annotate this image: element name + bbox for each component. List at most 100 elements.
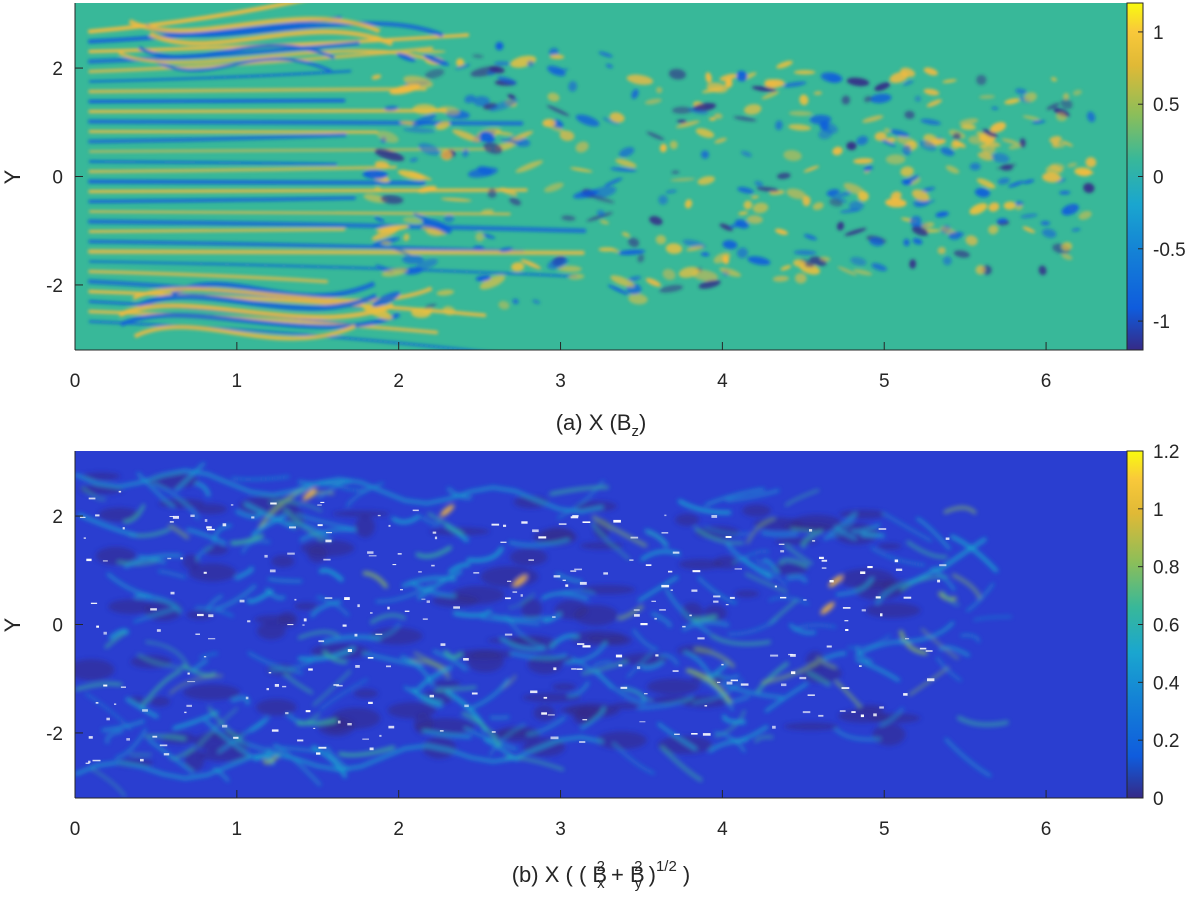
field-blob bbox=[777, 172, 791, 180]
field-filament bbox=[567, 681, 590, 698]
field-patch bbox=[387, 702, 436, 719]
field-speck bbox=[620, 686, 628, 689]
field-blob bbox=[952, 140, 966, 148]
field-blob bbox=[935, 211, 949, 218]
field-blob bbox=[383, 105, 399, 111]
field-speck bbox=[639, 721, 646, 723]
field-blob bbox=[626, 276, 641, 282]
field-filament bbox=[409, 581, 457, 598]
field-filament bbox=[637, 696, 694, 710]
field-speck bbox=[689, 614, 692, 617]
field-speck bbox=[103, 684, 108, 687]
field-speck bbox=[106, 717, 110, 721]
field-filament bbox=[145, 641, 189, 666]
field-filament bbox=[453, 609, 492, 618]
field-filament bbox=[427, 512, 464, 536]
field-speck bbox=[780, 596, 787, 599]
field-blob bbox=[464, 94, 476, 104]
field-blob bbox=[403, 233, 410, 242]
field-blob bbox=[976, 74, 987, 86]
field-blob bbox=[1083, 182, 1095, 194]
field-blob bbox=[921, 222, 935, 229]
field-blob bbox=[756, 186, 779, 192]
field-filament bbox=[338, 745, 395, 757]
field-blob bbox=[786, 188, 807, 200]
field-blob bbox=[686, 245, 704, 252]
field-filament bbox=[882, 512, 933, 542]
field-filament bbox=[325, 746, 350, 771]
field-blob bbox=[403, 127, 436, 133]
field-patch bbox=[278, 611, 298, 628]
field-blob bbox=[475, 275, 492, 282]
field-blob bbox=[1061, 241, 1073, 251]
field-speck bbox=[251, 516, 255, 519]
field-speck bbox=[630, 536, 639, 539]
field-blob bbox=[969, 162, 981, 171]
field-speck bbox=[674, 733, 680, 735]
field-filament bbox=[510, 652, 567, 660]
field-filament bbox=[591, 522, 630, 560]
field-blob bbox=[665, 189, 677, 194]
field-speck bbox=[239, 599, 245, 603]
field-blob bbox=[440, 197, 472, 202]
field-streak bbox=[88, 260, 578, 278]
field-blob bbox=[374, 216, 385, 223]
field-speck bbox=[421, 598, 426, 600]
field-blob bbox=[780, 264, 792, 271]
field-blob bbox=[837, 191, 851, 197]
field-filament bbox=[85, 692, 132, 731]
x-axis-title-a: (a) X (Bz) bbox=[556, 410, 647, 440]
field-blob bbox=[559, 130, 575, 141]
field-speck bbox=[431, 564, 435, 567]
field-blob bbox=[371, 74, 382, 80]
field-filament bbox=[714, 731, 746, 753]
field-speck bbox=[772, 725, 776, 729]
field-blob bbox=[1062, 93, 1070, 100]
field-filament bbox=[480, 616, 541, 626]
field-speck bbox=[187, 681, 196, 683]
field-filament bbox=[941, 591, 960, 606]
field-blob bbox=[479, 131, 495, 143]
field-filament bbox=[879, 707, 904, 727]
colorbar-tick-label: 0 bbox=[1153, 789, 1164, 810]
field-speck bbox=[867, 566, 873, 569]
field-blob bbox=[974, 187, 991, 198]
field-blob bbox=[772, 275, 789, 282]
field-patch bbox=[651, 695, 700, 705]
field-filament bbox=[761, 660, 820, 685]
field-speck bbox=[274, 684, 279, 687]
field-speck bbox=[186, 704, 192, 707]
field-speck bbox=[422, 618, 428, 620]
field-blob bbox=[692, 269, 718, 282]
field-blob bbox=[435, 121, 451, 130]
field-blob bbox=[507, 94, 516, 100]
field-speck bbox=[156, 629, 161, 632]
field-speck bbox=[268, 672, 272, 674]
field-filament bbox=[714, 709, 746, 738]
field-filament bbox=[943, 506, 977, 514]
field-filament bbox=[117, 558, 161, 566]
field-filament bbox=[105, 729, 124, 744]
field-patch bbox=[370, 627, 423, 645]
field-blob bbox=[362, 170, 388, 180]
field-patch bbox=[872, 723, 906, 746]
field-patch bbox=[522, 692, 581, 703]
field-speck bbox=[169, 521, 174, 523]
field-speck bbox=[208, 638, 216, 640]
field-band bbox=[170, 281, 376, 299]
field-filament bbox=[249, 716, 269, 733]
field-filament bbox=[640, 660, 665, 670]
field-filament bbox=[432, 649, 468, 671]
field-filament bbox=[936, 656, 962, 682]
field-blob bbox=[813, 91, 823, 96]
field-speck bbox=[778, 543, 785, 545]
field-blob bbox=[826, 189, 840, 197]
colorbar-tick-label: 1 bbox=[1153, 500, 1164, 521]
field-filament bbox=[659, 654, 679, 666]
field-speck bbox=[318, 746, 327, 749]
field-blob bbox=[976, 178, 996, 189]
field-speck bbox=[126, 738, 130, 741]
field-patch bbox=[554, 600, 589, 620]
field-band bbox=[154, 57, 332, 73]
field-a bbox=[87, 3, 1097, 350]
